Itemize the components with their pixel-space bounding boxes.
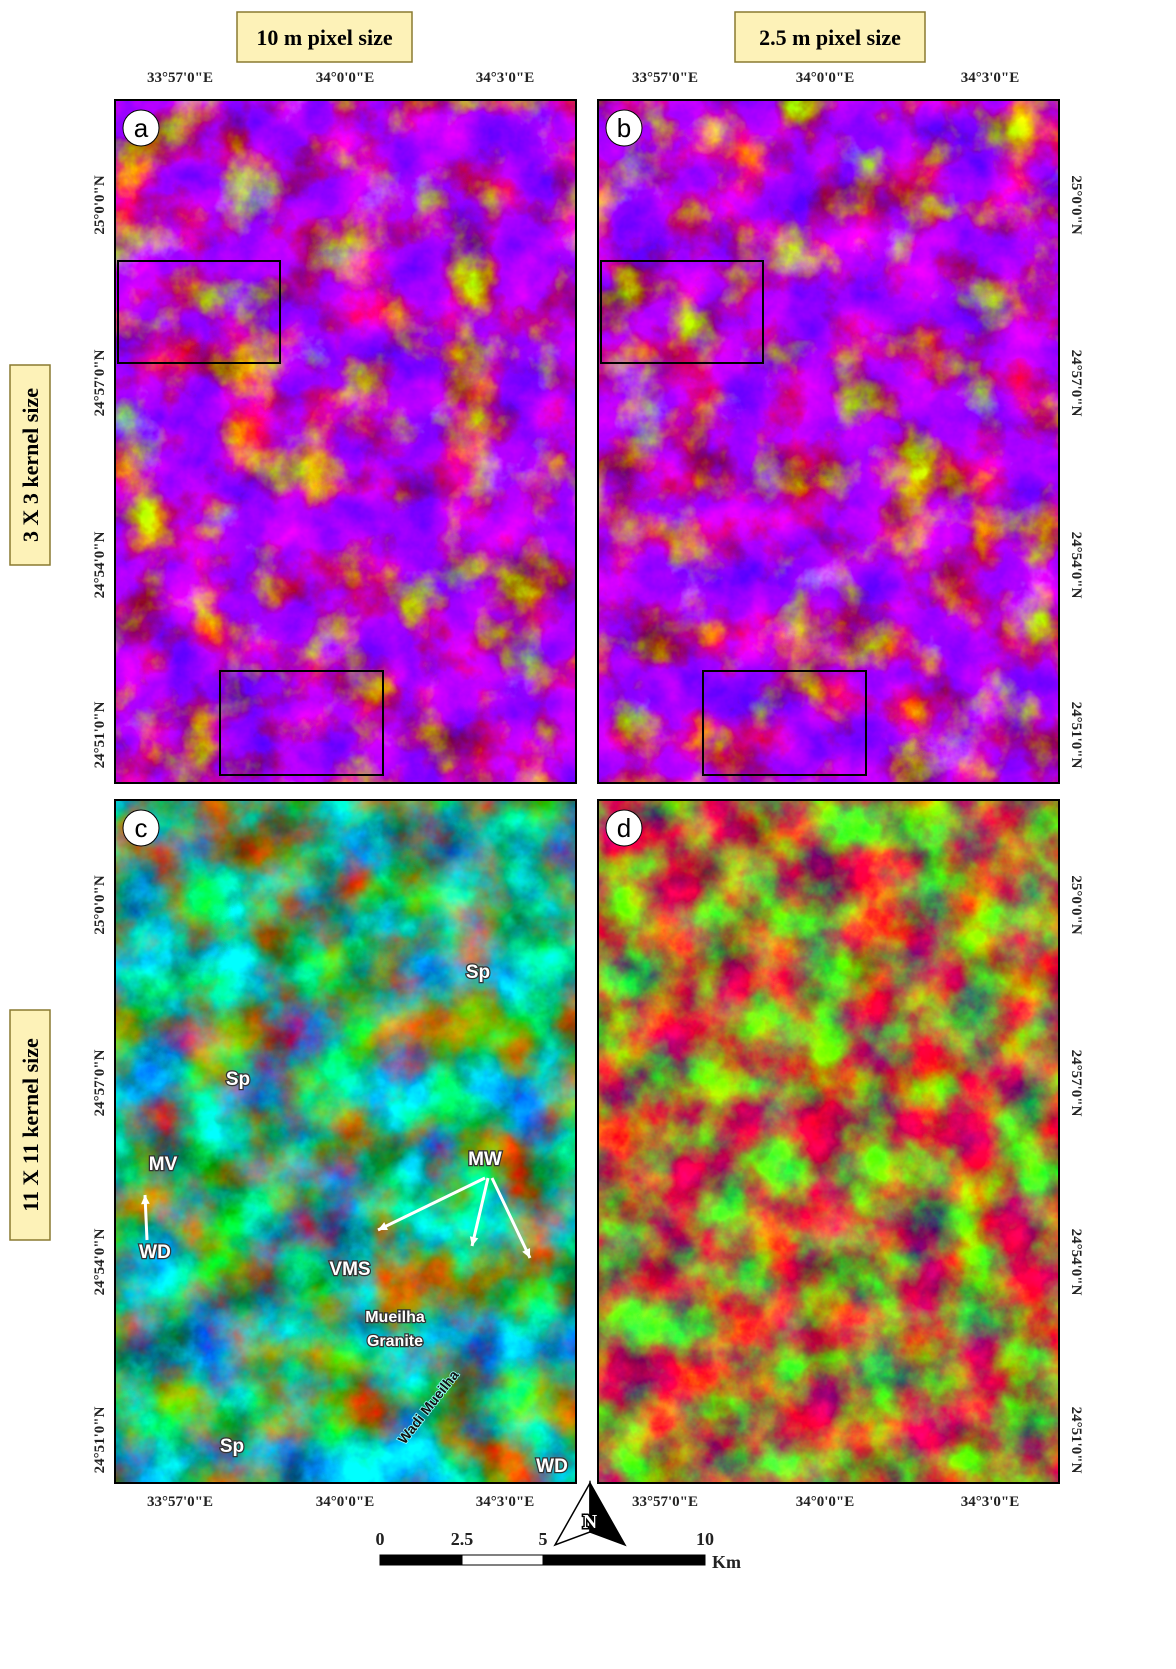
- annotation: Sp: [226, 1069, 250, 1090]
- latitude-label: 24°57'0"N: [92, 1049, 108, 1116]
- longitude-label: 34°3'0"E: [961, 70, 1020, 86]
- latitude-label: 24°51'0"N: [1068, 702, 1084, 769]
- annotation: MW: [468, 1149, 502, 1170]
- annotation: Sp: [466, 962, 490, 983]
- longitude-label: 33°57'0"E: [147, 70, 213, 86]
- latitude-label: 24°57'0"N: [1068, 1050, 1084, 1117]
- longitude-label: 34°0'0"E: [796, 1494, 855, 1510]
- latitude-label: 24°57'0"N: [1068, 350, 1084, 417]
- annotation: MV: [149, 1154, 178, 1175]
- panel-label: c: [135, 813, 148, 843]
- latitude-label: 24°54'0"N: [1068, 1229, 1084, 1296]
- scale-segment: [543, 1555, 705, 1565]
- annotation: Sp: [220, 1436, 244, 1457]
- scale-label: 2.5: [451, 1529, 474, 1549]
- longitude-label: 34°0'0"E: [796, 70, 855, 86]
- longitude-label: 33°57'0"E: [147, 1494, 213, 1510]
- longitude-label: 34°3'0"E: [476, 70, 535, 86]
- longitude-label: 33°57'0"E: [632, 70, 698, 86]
- latitude-label: 24°54'0"N: [1068, 532, 1084, 599]
- latitude-label: 24°51'0"N: [92, 1406, 108, 1473]
- row-header: 3 X 3 kernel size: [18, 388, 43, 542]
- scale-unit: Km: [712, 1552, 741, 1572]
- longitude-label: 34°3'0"E: [961, 1494, 1020, 1510]
- scale-label: 5: [539, 1529, 548, 1549]
- longitude-label: 33°57'0"E: [632, 1494, 698, 1510]
- scale-segment: [380, 1555, 462, 1565]
- map-image: [598, 800, 1059, 1483]
- column-header: 2.5 m pixel size: [759, 25, 901, 50]
- map-figure: 10 m pixel size 2.5 m pixel size 3 X 3 ker…: [10, 12, 1084, 1572]
- latitude-label: 25°0'0"N: [1068, 875, 1084, 934]
- latitude-label: 24°54'0"N: [92, 531, 108, 598]
- scale-segment: [462, 1555, 543, 1565]
- scale-label: 10: [696, 1529, 714, 1549]
- map-image: [598, 100, 1059, 783]
- latitude-label: 24°51'0"N: [1068, 1407, 1084, 1474]
- annotation: WD: [139, 1242, 171, 1263]
- latitude-label: 25°0'0"N: [92, 875, 108, 934]
- latitude-label: 24°51'0"N: [92, 701, 108, 768]
- longitude-label: 34°3'0"E: [476, 1494, 535, 1510]
- annotation: Mueilha: [365, 1309, 425, 1326]
- north-label: N: [583, 1511, 598, 1533]
- annotation: WD: [536, 1456, 568, 1477]
- panel-label: a: [134, 113, 149, 143]
- latitude-label: 24°57'0"N: [92, 349, 108, 416]
- scale-label: 0: [376, 1529, 385, 1549]
- longitude-label: 34°0'0"E: [316, 70, 375, 86]
- annotation: VMS: [329, 1259, 370, 1280]
- column-header: 10 m pixel size: [256, 25, 392, 50]
- row-header: 11 X 11 kernel size: [18, 1038, 43, 1212]
- figure: 10 m pixel size 2.5 m pixel size 3 X 3 ker…: [0, 0, 1176, 1669]
- map-image: [115, 100, 576, 783]
- panel-label: b: [617, 113, 631, 143]
- latitude-label: 25°0'0"N: [1068, 175, 1084, 234]
- longitude-label: 34°0'0"E: [316, 1494, 375, 1510]
- latitude-label: 25°0'0"N: [92, 175, 108, 234]
- map-image: [115, 800, 576, 1483]
- latitude-label: 24°54'0"N: [92, 1228, 108, 1295]
- panel-label: d: [617, 813, 631, 843]
- annotation: Granite: [367, 1333, 423, 1350]
